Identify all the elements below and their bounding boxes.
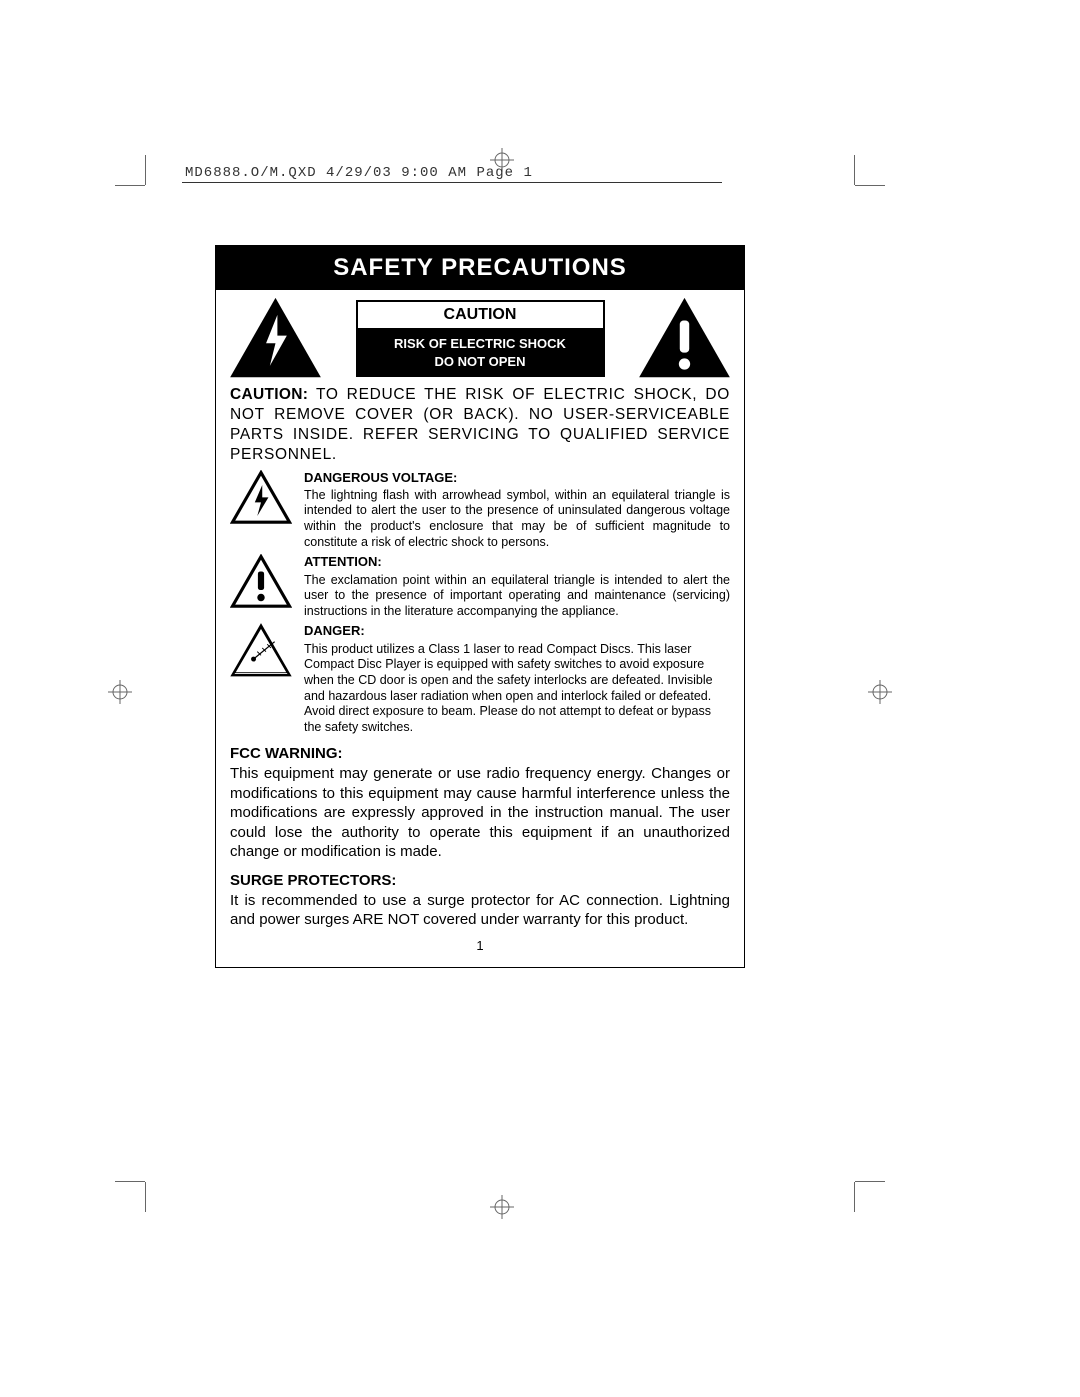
caution-label: CAUTION: [358, 302, 603, 330]
surge-section: SURGE PROTECTORS: It is recommended to u…: [216, 862, 744, 930]
caution-paragraph: CAUTION: TO REDUCE THE RISK OF ELECTRIC …: [216, 385, 744, 466]
registration-mark-right: [868, 680, 892, 704]
lightning-triangle-outline-icon: [230, 470, 292, 526]
fcc-title: FCC WARNING:: [230, 745, 730, 762]
caution-line2: DO NOT OPEN: [434, 354, 525, 369]
voltage-text: DANGEROUS VOLTAGE: The lightning flash w…: [304, 470, 730, 551]
document-header-line: MD6888.O/M.QXD 4/29/03 9:00 AM Page 1: [185, 165, 533, 181]
header-underline: [182, 182, 722, 183]
caution-box: CAUTION RISK OF ELECTRIC SHOCK DO NOT OP…: [356, 300, 605, 377]
crop-mark-tl: [115, 155, 145, 185]
danger-label: DANGER:: [304, 623, 730, 639]
caution-line1: RISK OF ELECTRIC SHOCK: [394, 336, 566, 351]
page-title: SAFETY PRECAUTIONS: [216, 246, 744, 290]
page-frame: SAFETY PRECAUTIONS CAUTION RISK OF ELECT…: [215, 245, 745, 968]
caution-bold: CAUTION:: [230, 386, 308, 403]
crop-mark-br: [855, 1182, 885, 1212]
surge-body: It is recommended to use a surge protect…: [230, 891, 730, 930]
voltage-label: DANGEROUS VOLTAGE:: [304, 470, 730, 486]
symbol-row-danger: DANGER: This product utilizes a Class 1 …: [216, 619, 744, 735]
attention-text: ATTENTION: The exclamation point within …: [304, 554, 730, 619]
page-number: 1: [216, 938, 744, 953]
surge-title: SURGE PROTECTORS:: [230, 872, 730, 889]
registration-mark-left: [108, 680, 132, 704]
registration-mark-bottom: [490, 1195, 514, 1219]
crop-mark-bl: [115, 1182, 145, 1212]
fcc-body: This equipment may generate or use radio…: [230, 764, 730, 862]
attention-label: ATTENTION:: [304, 554, 730, 570]
attention-body: The exclamation point within an equilate…: [304, 573, 730, 618]
lightning-triangle-solid-icon: [228, 296, 323, 381]
caution-risk-text: RISK OF ELECTRIC SHOCK DO NOT OPEN: [358, 330, 603, 375]
voltage-body: The lightning flash with arrowhead symbo…: [304, 488, 730, 549]
fcc-section: FCC WARNING: This equipment may generate…: [216, 735, 744, 862]
symbol-row-voltage: DANGEROUS VOLTAGE: The lightning flash w…: [216, 466, 744, 551]
crop-mark-tr: [855, 155, 885, 185]
danger-body: This product utilizes a Class 1 laser to…: [304, 642, 713, 734]
exclaim-triangle-outline-icon: [230, 554, 292, 610]
exclaim-triangle-solid-icon: [637, 296, 732, 381]
danger-text: DANGER: This product utilizes a Class 1 …: [304, 623, 730, 735]
warning-row: CAUTION RISK OF ELECTRIC SHOCK DO NOT OP…: [216, 290, 744, 385]
symbol-row-attention: ATTENTION: The exclamation point within …: [216, 550, 744, 619]
laser-triangle-icon: [230, 623, 292, 679]
